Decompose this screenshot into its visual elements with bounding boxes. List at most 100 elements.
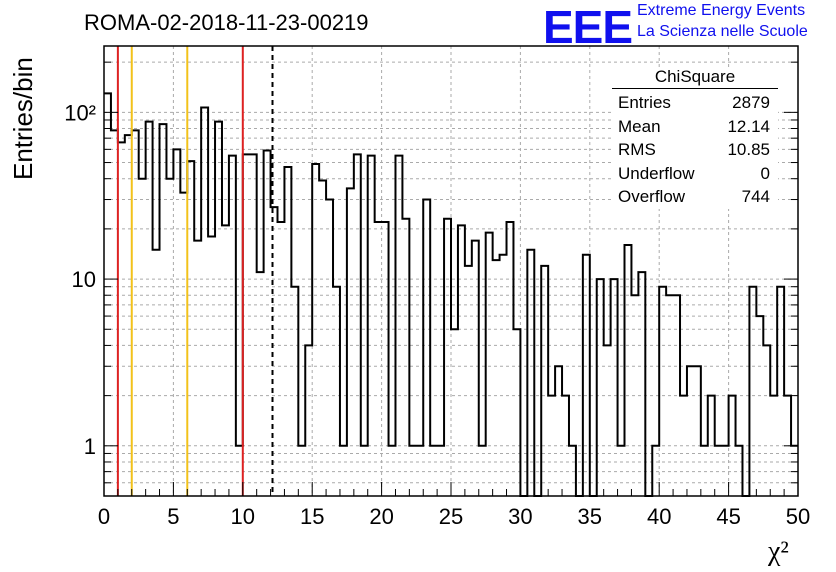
histogram-bin — [458, 225, 465, 496]
histogram-bin — [125, 135, 132, 496]
histogram-bin — [340, 446, 347, 496]
histogram-bin — [278, 222, 285, 496]
histogram-bin — [451, 329, 458, 496]
histogram-bin — [153, 250, 160, 496]
histogram-bin — [736, 446, 743, 496]
eee-logo: EEE — [543, 1, 633, 53]
histogram-bin — [569, 446, 576, 496]
histogram-line — [104, 92, 798, 497]
chart-title: ROMA-02-2018-11-23-00219 — [84, 10, 369, 35]
histogram-bin — [389, 446, 396, 496]
stats-row-overflow: Overflow 744 — [612, 185, 778, 209]
histogram-bin — [423, 200, 430, 496]
histogram-bin — [638, 272, 645, 496]
histogram-bin — [416, 446, 423, 496]
stats-value: 2879 — [732, 93, 770, 112]
histogram-bin — [139, 179, 146, 496]
histogram-bin — [479, 446, 486, 496]
stats-label: Entries — [618, 93, 671, 112]
histogram-bin — [409, 446, 416, 496]
histogram-bin — [284, 167, 291, 496]
histogram-bin — [541, 266, 548, 496]
logo-line-2: La Scienza nelle Scuole — [637, 23, 808, 40]
stats-value: 12.14 — [727, 116, 770, 136]
histogram-bin — [722, 446, 729, 496]
histogram-bin — [368, 156, 375, 496]
histogram-bin — [347, 188, 354, 496]
stats-label: RMS — [618, 140, 656, 159]
histogram-bin — [597, 279, 604, 496]
histogram-bin — [257, 272, 264, 496]
logo-line-1: Extreme Energy Events — [637, 2, 806, 19]
histogram-bin — [652, 446, 659, 496]
x-tick-label: 50 — [786, 504, 810, 529]
y-axis-label: Entries/bin — [8, 57, 38, 180]
histogram-bin — [756, 316, 763, 496]
histogram-bin — [548, 396, 555, 496]
stats-label: Underflow — [618, 163, 695, 183]
histogram-bin — [395, 156, 402, 496]
y-tick-label: 10² — [64, 100, 96, 125]
histogram-bin — [611, 279, 618, 496]
histogram-bin — [319, 181, 326, 496]
histogram-bin — [146, 122, 153, 496]
histogram-bin — [173, 149, 180, 496]
stats-row-entries: Entries 2879 — [612, 91, 778, 115]
histogram-bin — [250, 154, 257, 496]
histogram-bin — [618, 446, 625, 496]
histogram-bin — [333, 287, 340, 496]
stats-value: 10.85 — [727, 140, 770, 159]
histogram-bin — [187, 161, 194, 496]
histogram-bin — [132, 130, 139, 496]
histogram-bin — [264, 151, 271, 496]
histogram-bin — [208, 237, 215, 496]
histogram-bin — [298, 446, 305, 496]
histogram-bin — [625, 245, 632, 496]
stats-row-underflow: Underflow 0 — [612, 162, 778, 186]
histogram-bin — [500, 255, 507, 496]
x-tick-label: 40 — [647, 504, 671, 529]
histogram-bin — [291, 287, 298, 496]
histogram-bin — [777, 287, 784, 496]
histogram-bin — [194, 241, 201, 496]
histogram-bin — [562, 396, 569, 496]
stats-label: Overflow — [618, 187, 686, 206]
histogram-bin — [472, 241, 479, 496]
x-tick-label: 25 — [439, 504, 463, 529]
histogram-bin — [312, 164, 319, 496]
stats-row-rms: RMS 10.85 — [612, 138, 778, 162]
histogram-bin — [166, 179, 173, 496]
histogram-bin — [659, 287, 666, 496]
histogram-bin — [527, 250, 534, 496]
histogram-bin — [749, 287, 756, 496]
stats-title: ChiSquare — [612, 67, 778, 89]
stats-box: ChiSquare Entries 2879 Mean 12.14 RMS 10… — [612, 67, 778, 209]
histogram-bin — [631, 295, 638, 496]
histogram-bin — [729, 396, 736, 496]
histogram-bin — [430, 446, 437, 496]
histogram-bin — [604, 345, 611, 496]
histogram-bin — [507, 222, 514, 496]
histogram-bin — [763, 345, 770, 496]
histogram-bin — [513, 329, 520, 496]
histogram-bin — [229, 156, 236, 496]
histogram-bin — [326, 200, 333, 496]
histogram-bin — [701, 446, 708, 496]
histogram-bin — [715, 446, 722, 496]
histogram-bin — [160, 124, 167, 496]
histogram-bin — [104, 93, 111, 496]
histogram-bin — [382, 222, 389, 496]
histogram-bin — [118, 142, 125, 496]
x-tick-label: 10 — [231, 504, 255, 529]
stats-value: 744 — [741, 187, 770, 206]
histogram-bin — [437, 446, 444, 496]
stats-row-mean: Mean 12.14 — [612, 115, 778, 139]
histogram-bin — [236, 446, 243, 496]
histogram-bin — [465, 266, 472, 496]
histogram-bin — [215, 122, 222, 496]
histogram-bin — [402, 219, 409, 496]
histogram-bin — [666, 295, 673, 496]
histogram-bin — [555, 366, 562, 496]
x-tick-label: 20 — [369, 504, 393, 529]
x-tick-label: 45 — [716, 504, 740, 529]
